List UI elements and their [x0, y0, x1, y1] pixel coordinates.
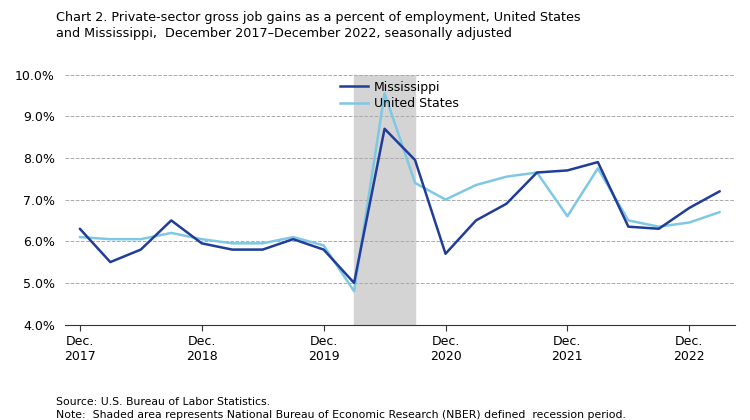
Text: Chart 2. Private-sector gross job gains as a percent of employment, United State: Chart 2. Private-sector gross job gains …: [56, 10, 580, 24]
Text: and Mississippi,  December 2017–December 2022, seasonally adjusted: and Mississippi, December 2017–December …: [56, 27, 512, 40]
Text: Source: U.S. Bureau of Labor Statistics.: Source: U.S. Bureau of Labor Statistics.: [56, 397, 270, 407]
Text: Note:  Shaded area represents National Bureau of Economic Research (NBER) define: Note: Shaded area represents National Bu…: [56, 410, 626, 420]
Bar: [354, 75, 415, 325]
Legend: Mississippi, United States: Mississippi, United States: [340, 81, 459, 110]
